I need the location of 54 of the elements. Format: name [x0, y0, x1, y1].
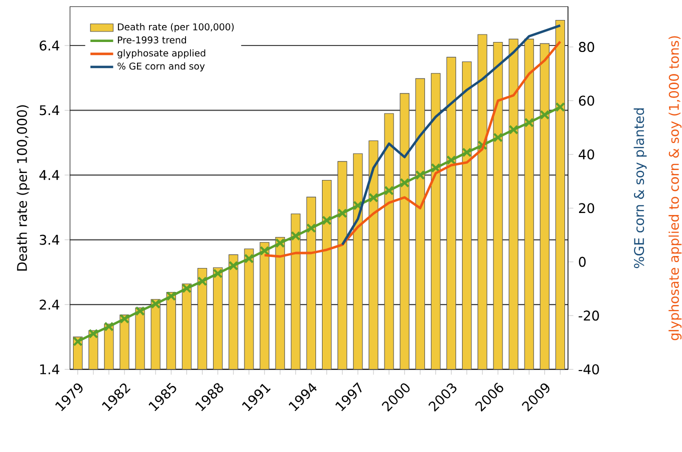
point [400, 178, 410, 188]
point [384, 186, 394, 196]
y2-axis-title: %GE corn & soy planted [634, 108, 647, 268]
point [150, 299, 160, 309]
point [555, 102, 566, 112]
y2-tick-label: -20 [578, 310, 599, 321]
y-tick-label: 2.4 [40, 300, 60, 310]
legend-label: % GE corn and soy [118, 62, 205, 72]
legend-label: glyphosate applied [118, 49, 206, 58]
y2-tick-label: 20 [579, 203, 594, 214]
point [290, 231, 300, 241]
line-series [341, 24, 562, 246]
point [166, 291, 176, 301]
point [493, 132, 503, 142]
point [415, 170, 425, 180]
point [182, 284, 192, 294]
point [306, 223, 316, 233]
y2-tick-label: -40 [578, 364, 599, 374]
point [524, 118, 534, 128]
legend-label: Pre-1993 trend [118, 36, 186, 44]
point [508, 124, 518, 135]
point [353, 200, 363, 210]
point [197, 276, 208, 286]
point [120, 314, 130, 324]
point [244, 254, 254, 264]
point [135, 306, 145, 316]
point [260, 246, 270, 256]
point [368, 192, 378, 203]
point [430, 163, 441, 173]
y-axis-title: Death rate (per 100,000) [16, 105, 30, 271]
point [228, 260, 238, 271]
y-tick-label: 1.4 [40, 364, 60, 374]
y2-tick-label: 0 [578, 256, 586, 267]
point [338, 208, 348, 218]
legend-label: Death rate (per 100,000) [118, 23, 234, 32]
y2-tick-label: 80 [578, 42, 594, 52]
point [462, 148, 472, 158]
y-tick-label: 4.4 [39, 170, 60, 180]
y2-tick-label: 40 [578, 149, 594, 160]
line-series [263, 40, 562, 258]
point [104, 322, 114, 332]
y-tick-label: 6.4 [40, 40, 60, 51]
y-tick-label: 3.4 [40, 234, 60, 245]
point [213, 268, 223, 278]
point [478, 140, 488, 150]
point [88, 328, 98, 339]
point [322, 216, 332, 226]
text: glyphosate applied to corn & soy (1,000 tons) [668, 36, 682, 340]
point [275, 238, 285, 248]
y2-tick-label: 60 [578, 96, 594, 106]
point [540, 110, 550, 120]
y-tick-label: 5.4 [40, 105, 60, 116]
point [446, 155, 456, 165]
point [72, 336, 83, 346]
